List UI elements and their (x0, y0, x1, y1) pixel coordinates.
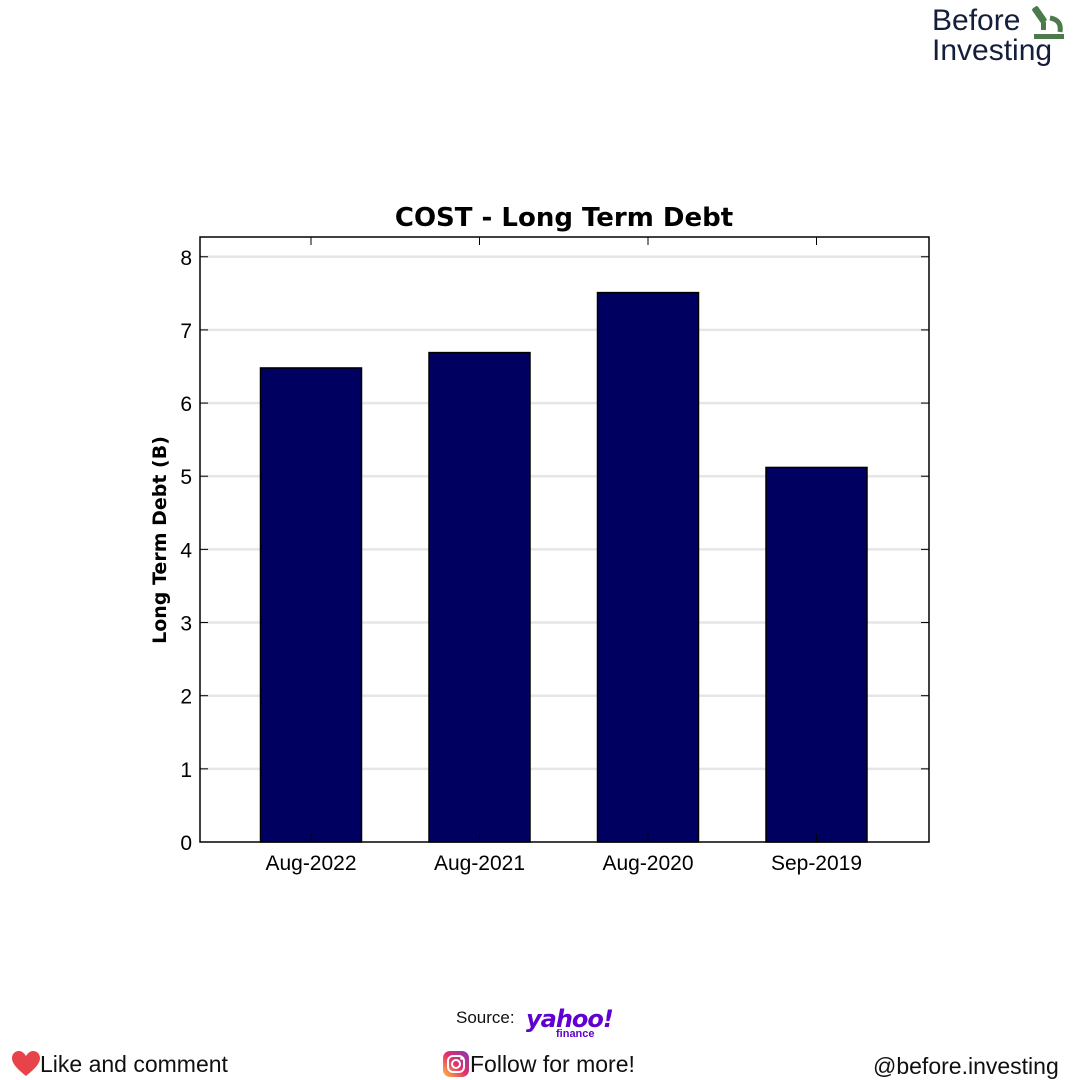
y-tick-label: 3 (180, 613, 192, 636)
y-tick-label: 6 (180, 393, 192, 416)
y-axis-label: Long Term Debt (B) (149, 436, 171, 644)
tick-marks (200, 237, 929, 843)
y-tick-label: 5 (180, 466, 192, 489)
yahoo-logo-sub: finance (556, 1028, 595, 1040)
yahoo-finance-logo: yahoo! finance (526, 1005, 614, 1040)
x-tick-label: Aug-2022 (265, 852, 356, 875)
y-tick-label: 4 (180, 539, 192, 562)
microscope-icon (1032, 6, 1064, 39)
bar (259, 367, 363, 843)
bar (596, 291, 700, 843)
bars (259, 291, 868, 843)
x-tick-label: Sep-2019 (771, 852, 862, 875)
brand-line2: Investing (932, 34, 1053, 67)
y-tick-label: 7 (180, 320, 192, 343)
brand-logo: Before Investing (932, 4, 1072, 68)
x-tick-labels: Aug-2022 Aug-2021 Aug-2020 Sep-2019 (265, 852, 862, 875)
instagram-icon (443, 1051, 469, 1077)
source-label: Source: (456, 1008, 515, 1027)
chart-title: COST - Long Term Debt (395, 203, 733, 233)
bar (428, 351, 531, 843)
like-text: Like and comment (40, 1051, 228, 1077)
follow-text: Follow for more! (470, 1051, 635, 1077)
yahoo-logo-text: yahoo! (526, 1005, 614, 1033)
x-tick-label: Aug-2020 (602, 852, 693, 875)
plot-frame (199, 236, 930, 843)
brand-line1: Before (932, 4, 1021, 37)
y-tick-label: 2 (180, 686, 192, 709)
y-tick-labels: 0 1 2 3 4 5 6 7 8 (180, 247, 192, 855)
x-tick-label: Aug-2021 (434, 852, 525, 875)
y-tick-label: 1 (180, 759, 192, 782)
heart-icon (12, 1051, 40, 1076)
handle-text: @before.investing (873, 1053, 1059, 1079)
y-tick-label: 8 (180, 247, 192, 270)
bar (765, 466, 868, 843)
y-tick-label: 0 (180, 832, 192, 855)
